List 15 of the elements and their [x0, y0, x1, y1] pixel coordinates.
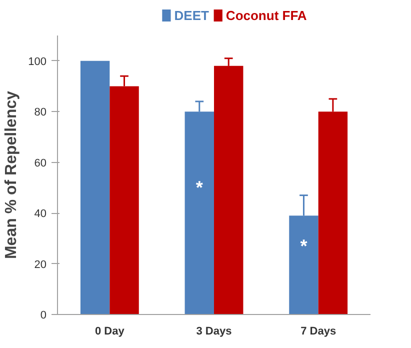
x-tick-label: 0 Day: [94, 326, 126, 338]
x-tick-label: 7 Days: [300, 326, 336, 338]
x-tick-label: 3 Days: [196, 326, 232, 338]
y-tick-label: 40: [34, 208, 47, 220]
annotation: *: [300, 236, 308, 256]
annotation: *: [196, 178, 203, 198]
y-tick-label: 100: [28, 56, 47, 68]
bar: [80, 60, 110, 314]
y-tick-label: 20: [34, 258, 47, 271]
legend-label: DEET: [174, 8, 210, 23]
legend-label: Coconut FFA: [226, 8, 308, 23]
y-axis-title: Mean % of Repellency: [3, 90, 20, 260]
y-tick-label: 0: [40, 310, 47, 322]
y-tick-label: 80: [34, 106, 47, 119]
y-tick-label: 60: [34, 157, 47, 170]
